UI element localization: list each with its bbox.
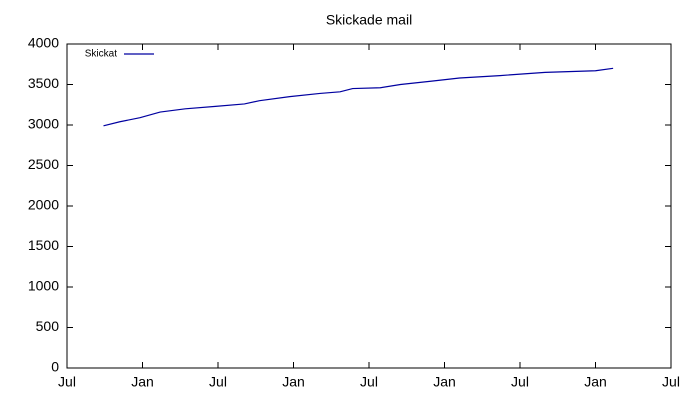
x-tick-label: Jul: [511, 374, 529, 390]
x-tick-label: Jan: [584, 374, 607, 390]
y-tick-label: 1500: [28, 237, 59, 253]
data-line: [103, 67, 614, 127]
x-tick-label: Jan: [131, 374, 154, 390]
y-tick-label: 4000: [28, 35, 59, 51]
x-tick-label: Jan: [282, 374, 305, 390]
y-tick-label: 0: [51, 359, 59, 375]
plot-frame: [66, 43, 672, 369]
y-tick-label: 3500: [28, 75, 59, 91]
legend-label: Skickat: [85, 49, 117, 60]
y-tick-label: 3000: [28, 116, 59, 132]
y-tick-label: 2000: [28, 197, 59, 213]
x-tick-label: Jul: [209, 374, 227, 390]
x-tick-label: Jul: [58, 374, 76, 390]
y-tick-label: 2500: [28, 156, 59, 172]
y-tick-label: 500: [36, 318, 60, 334]
x-tick-label: Jul: [662, 374, 680, 390]
x-tick-label: Jan: [433, 374, 456, 390]
y-tick-label: 1000: [28, 278, 59, 294]
chart-title: Skickade mail: [326, 12, 412, 28]
x-tick-label: Jul: [360, 374, 378, 390]
